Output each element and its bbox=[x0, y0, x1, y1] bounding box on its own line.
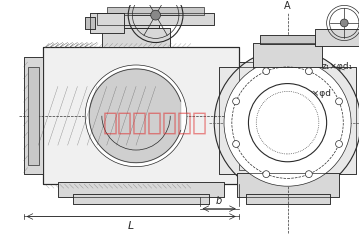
Circle shape bbox=[233, 141, 240, 147]
Bar bbox=[237, 173, 339, 197]
Bar bbox=[90, 13, 124, 33]
Circle shape bbox=[263, 68, 270, 75]
Bar bbox=[253, 43, 322, 67]
Text: D: D bbox=[317, 121, 324, 130]
Bar bbox=[315, 29, 363, 46]
Bar bbox=[97, 13, 214, 25]
Bar bbox=[73, 194, 209, 204]
Circle shape bbox=[340, 19, 348, 27]
Bar bbox=[219, 67, 356, 174]
Bar bbox=[246, 194, 330, 204]
Bar bbox=[237, 173, 339, 197]
Bar bbox=[102, 28, 170, 47]
Bar bbox=[43, 47, 239, 184]
Bar bbox=[90, 13, 124, 33]
Bar bbox=[97, 13, 214, 25]
Bar bbox=[24, 57, 43, 174]
Circle shape bbox=[224, 59, 351, 186]
Text: DN: DN bbox=[297, 106, 310, 115]
Circle shape bbox=[85, 65, 187, 167]
Bar bbox=[58, 182, 224, 197]
Bar bbox=[102, 28, 170, 47]
Bar bbox=[260, 35, 315, 45]
Bar bbox=[43, 47, 239, 184]
Bar bbox=[73, 194, 209, 204]
Circle shape bbox=[248, 84, 327, 162]
Bar bbox=[85, 17, 95, 29]
Text: b: b bbox=[216, 196, 222, 206]
Circle shape bbox=[336, 141, 342, 147]
Circle shape bbox=[151, 10, 160, 20]
Bar bbox=[28, 67, 39, 165]
Bar bbox=[85, 17, 95, 29]
Text: L: L bbox=[128, 221, 134, 231]
Circle shape bbox=[305, 171, 312, 178]
Circle shape bbox=[214, 49, 361, 196]
Text: D₀: D₀ bbox=[305, 92, 315, 101]
Bar bbox=[114, 20, 159, 28]
Circle shape bbox=[263, 171, 270, 178]
Polygon shape bbox=[89, 69, 181, 163]
Text: 上海沪工阀门厂: 上海沪工阀门厂 bbox=[103, 111, 208, 135]
Text: z₁×φd₁: z₁×φd₁ bbox=[322, 62, 353, 71]
Circle shape bbox=[233, 98, 240, 105]
Circle shape bbox=[305, 68, 312, 75]
Bar bbox=[246, 194, 330, 204]
Bar bbox=[260, 35, 315, 45]
Bar bbox=[315, 29, 363, 46]
Text: z×φd: z×φd bbox=[307, 89, 331, 98]
Bar bbox=[107, 7, 204, 15]
Bar bbox=[24, 57, 43, 174]
Text: A: A bbox=[284, 1, 291, 11]
Bar bbox=[219, 67, 356, 174]
Bar bbox=[114, 20, 159, 28]
Circle shape bbox=[336, 98, 342, 105]
Bar bbox=[239, 62, 253, 170]
Bar bbox=[58, 182, 224, 197]
Bar bbox=[239, 62, 253, 170]
Bar bbox=[253, 43, 322, 67]
Text: A: A bbox=[248, 109, 255, 119]
